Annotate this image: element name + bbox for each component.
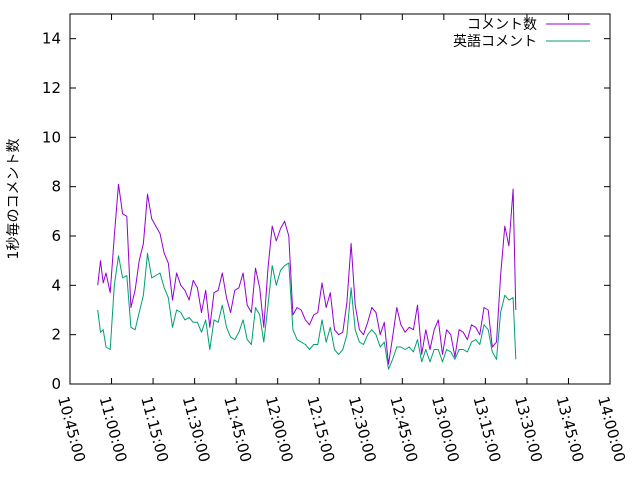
x-tick-label: 12:30:00 [345, 394, 380, 464]
x-axis: 10:45:00 11:00:00 11:15:00 11:30:00 11:45:00… [54, 14, 629, 464]
x-tick-label: 13:15:00 [470, 394, 505, 464]
series-line-1 [97, 252, 517, 370]
x-tick-label: 13:45:00 [553, 394, 588, 464]
x-tick-label: 11:00:00 [96, 394, 131, 464]
legend-label-1: 英語コメント [453, 33, 537, 50]
legend-label-0: コメント数 [467, 17, 537, 33]
y-tick-label: 4 [51, 276, 61, 294]
y-tick-label: 12 [42, 79, 61, 97]
x-tick-label: 12:00:00 [262, 394, 297, 464]
x-tick-label: 12:45:00 [386, 394, 421, 464]
x-tick-label: 13:30:00 [511, 394, 546, 464]
y-tick-label: 0 [51, 375, 61, 393]
y-axis-label: 1秒毎のコメント数 [6, 139, 22, 260]
x-tick-label: 13:00:00 [428, 394, 463, 464]
y-tick-label: 6 [51, 227, 61, 245]
y-tick-label: 14 [42, 30, 61, 48]
x-tick-label: 12:15:00 [303, 394, 338, 464]
x-tick-label: 11:15:00 [137, 394, 172, 464]
x-tick-label: 11:45:00 [220, 394, 255, 464]
x-tick-label: 10:45:00 [54, 394, 89, 464]
y-tick-label: 8 [51, 178, 61, 196]
y-axis: 0 2 4 6 8 10 12 14 [42, 30, 610, 393]
y-tick-label: 2 [51, 326, 61, 344]
x-tick-label: 14:00:00 [594, 394, 629, 464]
x-tick-label: 11:30:00 [179, 394, 214, 464]
y-tick-label: 10 [42, 128, 61, 146]
plot-frame [69, 13, 611, 385]
series-line-0 [97, 183, 517, 365]
plot-lines [97, 183, 517, 370]
